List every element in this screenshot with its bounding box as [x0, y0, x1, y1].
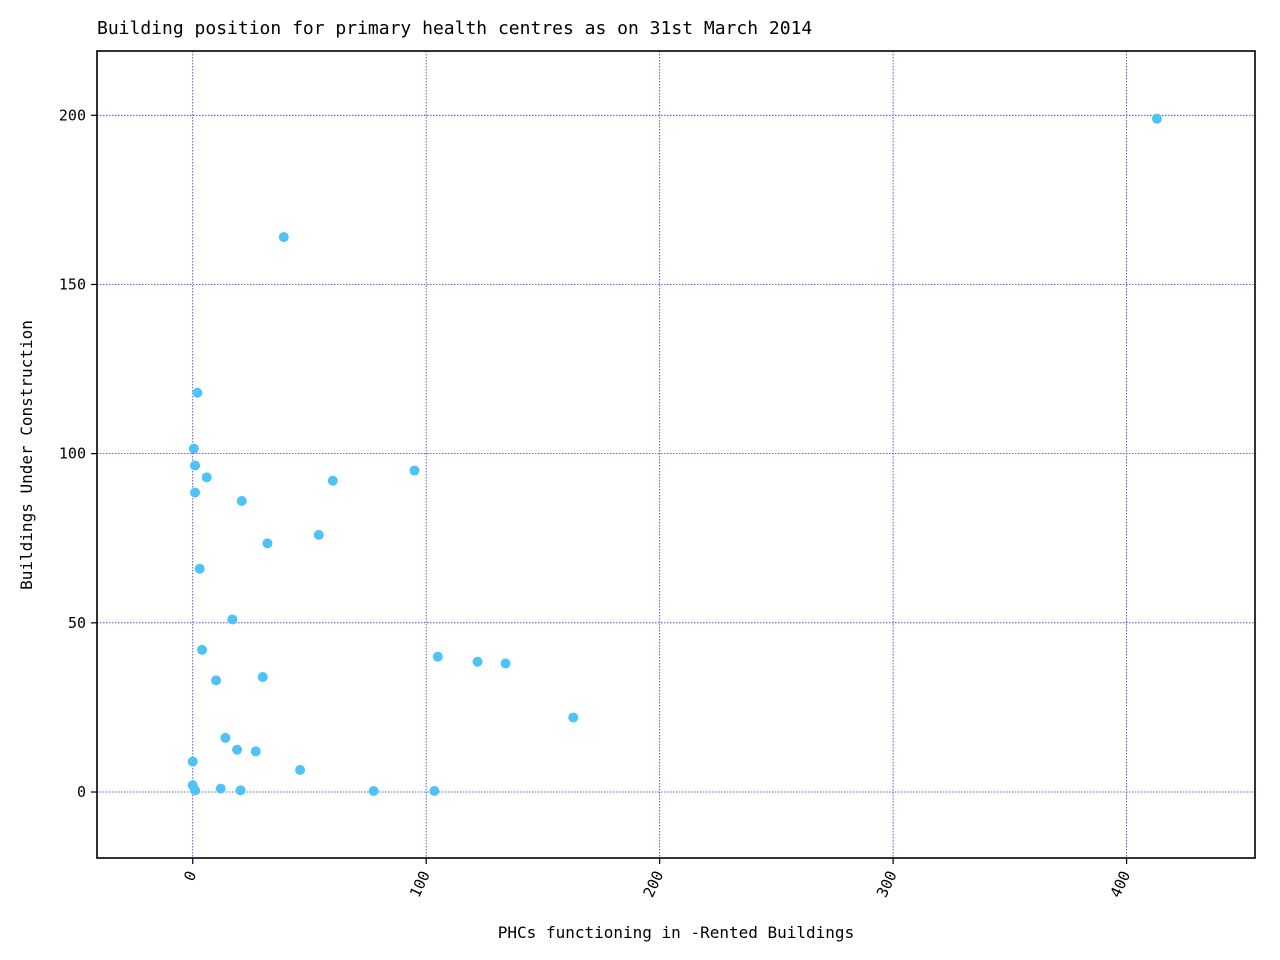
x-tick-label: 0	[180, 868, 200, 884]
data-point	[220, 732, 231, 743]
data-point	[313, 529, 324, 540]
data-point	[211, 675, 222, 686]
data-point	[429, 786, 440, 797]
data-point	[227, 614, 238, 625]
data-point	[235, 785, 246, 796]
data-point	[192, 387, 203, 398]
data-point	[1151, 113, 1162, 124]
data-point	[568, 712, 579, 723]
data-point	[432, 651, 443, 662]
data-point	[295, 765, 306, 776]
data-point	[250, 746, 261, 757]
x-axis-label: PHCs functioning in -Rented Buildings	[498, 923, 854, 942]
y-axis-label: Buildings Under Construction	[17, 320, 36, 590]
data-points	[187, 113, 1162, 797]
y-tick-label: 200	[59, 106, 86, 124]
grid-lines	[97, 51, 1255, 858]
data-point	[187, 756, 198, 767]
data-point	[236, 496, 247, 507]
data-point	[368, 786, 379, 797]
data-point	[409, 465, 420, 476]
y-tick-label: 150	[59, 275, 86, 293]
x-axis-ticks: 0 100 200 300 400	[180, 858, 1134, 900]
chart-title: Building position for primary health cen…	[97, 18, 812, 39]
x-tick-label: 100	[406, 868, 434, 900]
data-point	[190, 785, 201, 796]
data-point	[472, 656, 483, 667]
y-tick-label: 100	[59, 445, 86, 463]
data-point	[232, 744, 243, 755]
data-point	[500, 658, 511, 669]
data-point	[190, 487, 201, 498]
data-point	[215, 783, 226, 794]
data-point	[257, 671, 268, 682]
plot-frame	[96, 50, 1256, 859]
y-tick-label: 0	[77, 783, 86, 801]
data-point	[188, 443, 199, 454]
data-point	[327, 475, 338, 486]
data-point	[201, 472, 212, 483]
x-tick-label: 400	[1106, 868, 1134, 900]
x-tick-label: 300	[873, 868, 901, 900]
data-point	[278, 232, 289, 243]
data-point	[194, 563, 205, 574]
data-point	[262, 538, 273, 549]
x-tick-label: 200	[640, 868, 668, 900]
y-tick-label: 50	[68, 614, 86, 632]
data-point	[190, 460, 201, 471]
data-point	[197, 644, 208, 655]
y-axis-ticks: 0 50 100 150 200	[59, 106, 97, 801]
